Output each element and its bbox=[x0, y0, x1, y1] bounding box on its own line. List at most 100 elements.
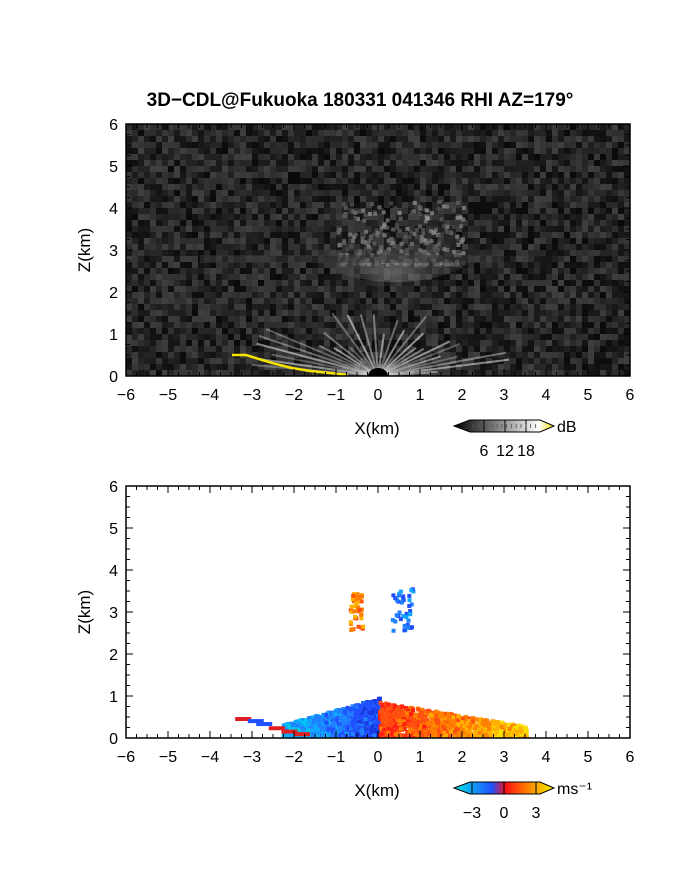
intensity-noise-cell bbox=[492, 310, 498, 316]
intensity-noise-cell bbox=[144, 184, 150, 190]
intensity-noise-cell bbox=[402, 142, 408, 148]
intensity-noise-cell bbox=[384, 184, 390, 190]
intensity-noise-cell bbox=[528, 280, 534, 286]
intensity-noise-cell bbox=[360, 124, 366, 130]
intensity-noise-cell bbox=[288, 196, 294, 202]
intensity-noise-cell bbox=[138, 328, 144, 334]
intensity-noise-cell bbox=[246, 238, 252, 244]
intensity-noise-cell bbox=[498, 328, 504, 334]
intensity-noise-cell bbox=[438, 130, 444, 136]
intensity-noise-cell bbox=[264, 220, 270, 226]
intensity-noise-cell bbox=[258, 196, 264, 202]
intensity-noise-cell bbox=[600, 322, 606, 328]
intensity-noise-cell bbox=[546, 202, 552, 208]
intensity-noise-cell bbox=[252, 154, 258, 160]
intensity-noise-cell bbox=[582, 160, 588, 166]
intensity-noise-cell bbox=[390, 124, 396, 130]
intensity-noise-cell bbox=[216, 316, 222, 322]
intensity-noise-cell bbox=[564, 280, 570, 286]
intensity-noise-cell bbox=[210, 124, 216, 130]
intensity-noise-cell bbox=[336, 124, 342, 130]
intensity-noise-cell bbox=[330, 184, 336, 190]
intensity-noise-cell bbox=[252, 238, 258, 244]
intensity-noise-cell bbox=[606, 322, 612, 328]
intensity-noise-cell bbox=[294, 214, 300, 220]
intensity-noise-cell bbox=[522, 322, 528, 328]
intensity-noise-cell bbox=[366, 154, 372, 160]
intensity-noise-cell bbox=[534, 172, 540, 178]
intensity-noise-cell bbox=[510, 304, 516, 310]
intensity-noise-cell bbox=[600, 172, 606, 178]
intensity-noise-cell bbox=[594, 310, 600, 316]
velocity-pixel bbox=[363, 724, 368, 729]
intensity-noise-cell bbox=[486, 124, 492, 130]
intensity-noise-cell bbox=[480, 142, 486, 148]
intensity-noise-cell bbox=[174, 184, 180, 190]
intensity-noise-cell bbox=[192, 370, 198, 376]
intensity-noise-cell bbox=[366, 142, 372, 148]
intensity-noise-cell bbox=[612, 244, 618, 250]
intensity-noise-cell bbox=[324, 130, 330, 136]
intensity-noise-cell bbox=[192, 172, 198, 178]
intensity-noise-cell bbox=[342, 304, 348, 310]
intensity-noise-cell bbox=[150, 298, 156, 304]
intensity-noise-cell bbox=[156, 142, 162, 148]
intensity-noise-cell bbox=[522, 292, 528, 298]
intensity-noise-cell bbox=[378, 142, 384, 148]
intensity-noise-cell bbox=[360, 298, 366, 304]
intensity-noise-cell bbox=[186, 172, 192, 178]
intensity-noise-cell bbox=[348, 142, 354, 148]
intensity-noise-cell bbox=[372, 316, 378, 322]
intensity-noise-cell bbox=[492, 220, 498, 226]
intensity-noise-cell bbox=[126, 154, 132, 160]
intensity-noise-cell bbox=[270, 202, 276, 208]
intensity-noise-cell bbox=[348, 322, 354, 328]
intensity-noise-cell bbox=[546, 238, 552, 244]
intensity-noise-cell bbox=[510, 220, 516, 226]
intensity-noise-cell bbox=[240, 316, 246, 322]
intensity-noise-cell bbox=[582, 124, 588, 130]
elevated-layer-echo bbox=[305, 198, 485, 282]
intensity-noise-cell bbox=[210, 298, 216, 304]
intensity-noise-cell bbox=[204, 322, 210, 328]
intensity-noise-cell bbox=[576, 280, 582, 286]
intensity-noise-cell bbox=[528, 238, 534, 244]
intensity-noise-cell bbox=[180, 268, 186, 274]
intensity-noise-cell bbox=[144, 166, 150, 172]
intensity-noise-cell bbox=[162, 184, 168, 190]
intensity-noise-cell bbox=[222, 346, 228, 352]
intensity-noise-cell bbox=[570, 214, 576, 220]
intensity-noise-cell bbox=[138, 190, 144, 196]
intensity-noise-cell bbox=[276, 238, 282, 244]
intensity-noise-cell bbox=[294, 208, 300, 214]
intensity-noise-cell bbox=[192, 154, 198, 160]
intensity-noise-cell bbox=[522, 256, 528, 262]
intensity-noise-cell bbox=[156, 286, 162, 292]
intensity-noise-cell bbox=[606, 172, 612, 178]
intensity-noise-cell bbox=[576, 160, 582, 166]
intensity-noise-cell bbox=[288, 124, 294, 130]
intensity-noise-cell bbox=[126, 328, 132, 334]
intensity-noise-cell bbox=[468, 124, 474, 130]
intensity-noise-cell bbox=[552, 184, 558, 190]
intensity-noise-cell bbox=[462, 298, 468, 304]
intensity-noise-cell bbox=[342, 184, 348, 190]
intensity-noise-cell bbox=[300, 250, 306, 256]
intensity-noise-cell bbox=[312, 316, 318, 322]
intensity-noise-cell bbox=[144, 136, 150, 142]
intensity-noise-cell bbox=[150, 250, 156, 256]
intensity-noise-cell bbox=[306, 268, 312, 274]
intensity-noise-cell bbox=[258, 178, 264, 184]
intensity-noise-cell bbox=[282, 328, 288, 334]
intensity-x-tick-label: 1 bbox=[416, 387, 425, 404]
intensity-noise-cell bbox=[186, 160, 192, 166]
intensity-noise-cell bbox=[522, 328, 528, 334]
intensity-y-tick-label: 0 bbox=[109, 369, 118, 386]
intensity-noise-cell bbox=[408, 184, 414, 190]
intensity-noise-cell bbox=[558, 220, 564, 226]
intensity-noise-cell bbox=[558, 304, 564, 310]
intensity-noise-cell bbox=[432, 184, 438, 190]
intensity-noise-cell bbox=[234, 160, 240, 166]
intensity-noise-cell bbox=[552, 220, 558, 226]
intensity-noise-cell bbox=[174, 328, 180, 334]
